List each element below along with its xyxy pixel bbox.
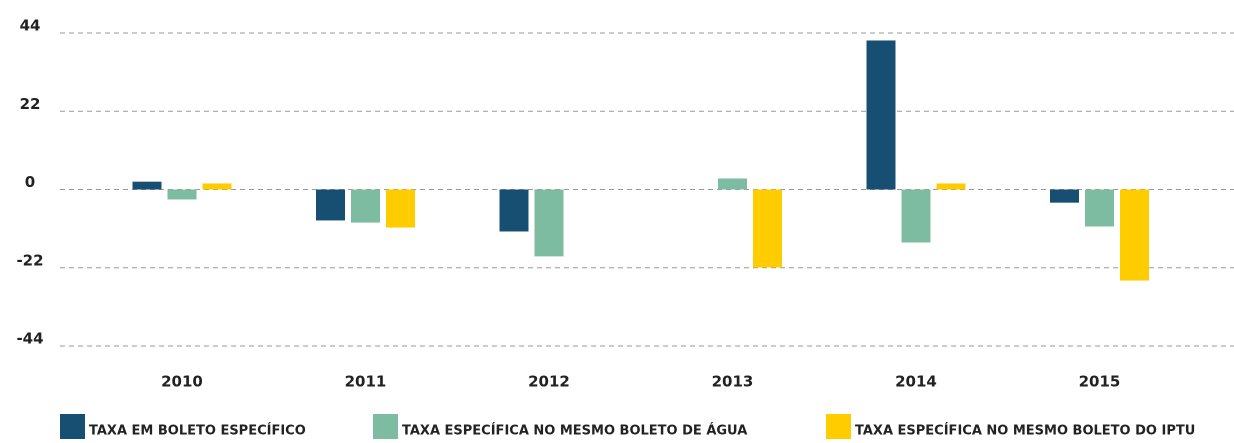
bar	[167, 189, 197, 200]
y-tick-label: 44	[20, 17, 41, 35]
bar	[1120, 189, 1149, 281]
bar	[936, 183, 966, 190]
legend-swatch	[826, 414, 851, 439]
bar	[534, 189, 564, 257]
bar	[1050, 189, 1079, 203]
x-tick-label: 2014	[895, 373, 937, 391]
bar	[499, 189, 529, 232]
y-tick-label: 0	[25, 173, 35, 191]
y-tick-label: -22	[16, 251, 43, 269]
legend-swatch	[373, 414, 398, 439]
bar	[753, 189, 782, 268]
legend-label: TAXA EM BOLETO ESPECÍFICO	[89, 423, 306, 439]
legend-label: TAXA ESPECÍFICA NO MESMO BOLETO DO IPTU	[855, 423, 1195, 439]
bar	[316, 189, 345, 221]
x-tick-label: 2015	[1079, 373, 1121, 391]
x-tick-label: 2011	[345, 373, 387, 391]
bar	[718, 178, 747, 190]
bar	[866, 40, 896, 190]
y-tick-label: -44	[16, 330, 43, 348]
x-tick-label: 2012	[528, 373, 570, 391]
legend-label: TAXA ESPECÍFICA NO MESMO BOLETO DE ÁGUA	[402, 423, 747, 439]
x-tick-label: 2013	[712, 373, 754, 391]
y-tick-label: 22	[20, 95, 41, 113]
bar	[351, 189, 380, 223]
x-tick-label: 2010	[161, 373, 203, 391]
bar	[202, 183, 232, 190]
bar	[1085, 189, 1114, 227]
bar	[901, 189, 931, 243]
bar	[132, 181, 162, 190]
bar	[386, 189, 415, 228]
legend-swatch	[60, 414, 85, 439]
